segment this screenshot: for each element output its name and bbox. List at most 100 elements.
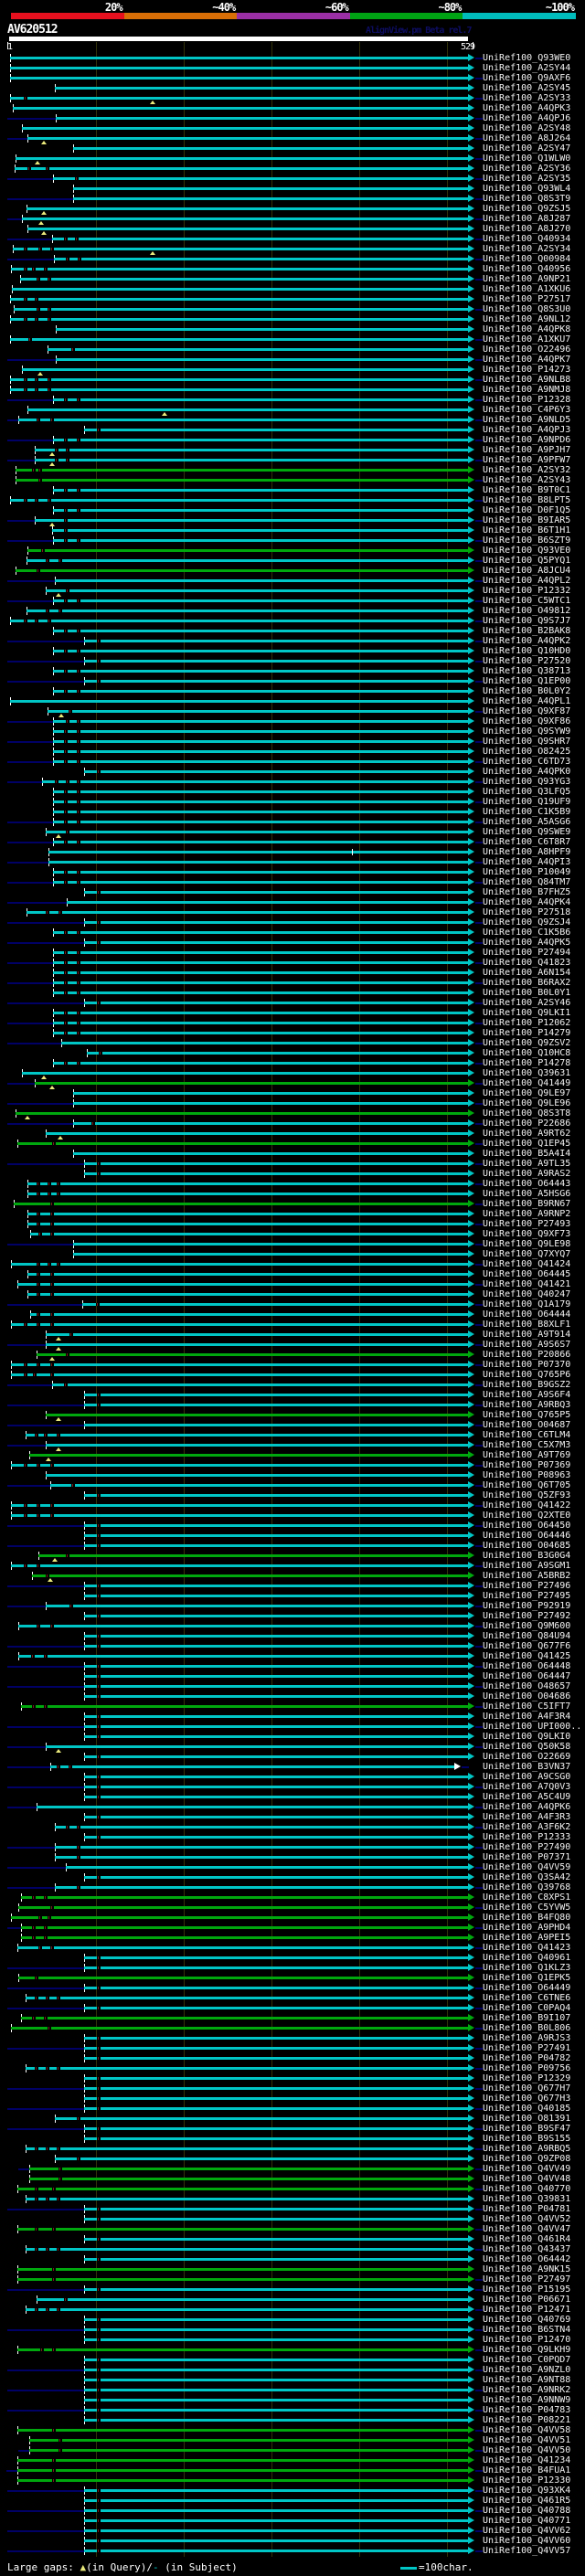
- alignment-bar[interactable]: [53, 811, 468, 813]
- hit-label[interactable]: UniRef100_A9RT62: [483, 1129, 571, 1139]
- alignment-row[interactable]: UniRef100_Q5PYQ1: [0, 556, 585, 566]
- hit-label[interactable]: UniRef100_Q4VV49: [483, 2164, 571, 2174]
- alignment-row[interactable]: UniRef100_A4QPL2: [0, 576, 585, 586]
- hit-label[interactable]: UniRef100_Q9SWE9: [483, 827, 571, 837]
- alignment-bar[interactable]: [84, 2539, 468, 2542]
- alignment-bar[interactable]: [73, 187, 468, 190]
- hit-label[interactable]: UniRef100_Q4VV50: [483, 2445, 571, 2455]
- hit-label[interactable]: UniRef100_P27493: [483, 1219, 571, 1229]
- hit-label[interactable]: UniRef100_A2SY33: [483, 93, 571, 103]
- alignment-row[interactable]: UniRef100_Q9LE98: [0, 1239, 585, 1249]
- alignment-row[interactable]: UniRef100_Q84TM7: [0, 877, 585, 887]
- alignment-bar[interactable]: [84, 2047, 468, 2050]
- alignment-bar[interactable]: [46, 1343, 468, 1346]
- alignment-bar[interactable]: [84, 2137, 468, 2140]
- alignment-row[interactable]: UniRef100_A9TL35: [0, 1159, 585, 1169]
- alignment-row[interactable]: UniRef100_Q39768: [0, 1882, 585, 1892]
- hit-label[interactable]: UniRef100_Q5PYQ1: [483, 556, 571, 566]
- alignment-row[interactable]: UniRef100_A7Q0V3: [0, 1782, 585, 1792]
- alignment-row[interactable]: UniRef100_A4QPK2: [0, 636, 585, 646]
- hit-label[interactable]: UniRef100_Q2XTE0: [483, 1511, 571, 1521]
- hit-label[interactable]: UniRef100_Q84U94: [483, 1631, 571, 1641]
- alignment-row[interactable]: UniRef100_A8JCU4: [0, 566, 585, 576]
- alignment-row[interactable]: UniRef100_A8J287: [0, 214, 585, 225]
- alignment-row[interactable]: UniRef100_Q677H7: [0, 2083, 585, 2094]
- alignment-bar[interactable]: [17, 1283, 468, 1286]
- alignment-row[interactable]: UniRef100_A6N154: [0, 968, 585, 978]
- alignment-row[interactable]: UniRef100_A3F6K2: [0, 1822, 585, 1832]
- alignment-bar[interactable]: [84, 2288, 468, 2291]
- hit-label[interactable]: UniRef100_O64444: [483, 1309, 571, 1320]
- alignment-bar[interactable]: [10, 67, 468, 69]
- alignment-row[interactable]: UniRef100_A8HPF9: [0, 847, 585, 857]
- alignment-bar[interactable]: [10, 388, 468, 391]
- hit-label[interactable]: UniRef100_Q9ZSV2: [483, 1038, 571, 1048]
- alignment-bar[interactable]: [84, 2499, 468, 2502]
- alignment-bar[interactable]: [73, 1122, 468, 1125]
- alignment-row[interactable]: UniRef100_A9PEI5: [0, 1933, 585, 1943]
- alignment-row[interactable]: UniRef100_B5A4I4: [0, 1149, 585, 1159]
- alignment-bar[interactable]: [22, 127, 468, 130]
- alignment-row[interactable]: UniRef100_A5BRB2: [0, 1571, 585, 1582]
- hit-label[interactable]: UniRef100_Q6T705: [483, 1480, 571, 1490]
- hit-label[interactable]: UniRef100_P22686: [483, 1118, 571, 1129]
- alignment-row[interactable]: UniRef100_O64445: [0, 1269, 585, 1279]
- alignment-bar[interactable]: [73, 1253, 468, 1256]
- alignment-row[interactable]: UniRef100_Q9XF86: [0, 716, 585, 726]
- hit-label[interactable]: UniRef100_P10049: [483, 867, 571, 877]
- alignment-row[interactable]: UniRef100_A9RJS3: [0, 2033, 585, 2043]
- alignment-bar[interactable]: [35, 459, 468, 461]
- alignment-row[interactable]: UniRef100_C6T8R7: [0, 837, 585, 847]
- hit-label[interactable]: UniRef100_A9NPD6: [483, 435, 571, 445]
- hit-label[interactable]: UniRef100_B3VN37: [483, 1762, 571, 1772]
- hit-label[interactable]: UniRef100_O64450: [483, 1521, 571, 1531]
- alignment-row[interactable]: UniRef100_C1K5B9: [0, 807, 585, 817]
- alignment-row[interactable]: UniRef100_A9PJH7: [0, 445, 585, 456]
- alignment-row[interactable]: UniRef100_O64442: [0, 2254, 585, 2264]
- alignment-row[interactable]: UniRef100_Q3LFQ5: [0, 787, 585, 797]
- alignment-row[interactable]: UniRef100_Q6T705: [0, 1480, 585, 1490]
- alignment-bar[interactable]: [35, 519, 468, 522]
- alignment-bar[interactable]: [11, 1916, 468, 1919]
- hit-label[interactable]: UniRef100_P20866: [483, 1350, 571, 1360]
- alignment-row[interactable]: UniRef100_Q93WE0: [0, 53, 585, 63]
- alignment-bar[interactable]: [84, 1394, 468, 1396]
- alignment-bar[interactable]: [21, 2017, 468, 2019]
- alignment-bar[interactable]: [84, 1404, 468, 1406]
- hit-label[interactable]: UniRef100_Q93WL4: [483, 184, 571, 194]
- alignment-bar[interactable]: [29, 2449, 468, 2452]
- alignment-bar[interactable]: [53, 951, 468, 954]
- alignment-row[interactable]: UniRef100_P12329: [0, 2073, 585, 2083]
- alignment-row[interactable]: UniRef100_P27520: [0, 656, 585, 666]
- alignment-row[interactable]: UniRef100_O81391: [0, 2114, 585, 2124]
- alignment-bar[interactable]: [84, 1494, 468, 1497]
- alignment-row[interactable]: UniRef100_D0F1Q5: [0, 505, 585, 515]
- alignment-bar[interactable]: [84, 1816, 468, 1818]
- alignment-bar[interactable]: [53, 1032, 468, 1034]
- alignment-bar[interactable]: [84, 1735, 468, 1738]
- alignment-bar[interactable]: [50, 1484, 468, 1487]
- alignment-row[interactable]: UniRef100_Q4VV57: [0, 2546, 585, 2556]
- alignment-bar[interactable]: [46, 1605, 468, 1607]
- alignment-row[interactable]: UniRef100_A5C4U9: [0, 1792, 585, 1802]
- alignment-row[interactable]: UniRef100_Q1KLZ3: [0, 1963, 585, 1973]
- alignment-bar[interactable]: [17, 2429, 468, 2432]
- alignment-row[interactable]: UniRef100_P20866: [0, 1350, 585, 1361]
- hit-label[interactable]: UniRef100_A9NLB8: [483, 375, 571, 385]
- hit-label[interactable]: UniRef100_A4QPK0: [483, 767, 571, 777]
- alignment-row[interactable]: UniRef100_Q765P5: [0, 1410, 585, 1421]
- alignment-row[interactable]: UniRef100_P27491: [0, 2043, 585, 2053]
- hit-label[interactable]: UniRef100_A9SGM1: [483, 1561, 571, 1571]
- alignment-row[interactable]: UniRef100_P12062: [0, 1018, 585, 1028]
- alignment-bar[interactable]: [73, 1243, 468, 1246]
- hit-label[interactable]: UniRef100_Q9S7J7: [483, 616, 571, 626]
- alignment-row[interactable]: UniRef100_C5YVW5: [0, 1903, 585, 1913]
- hit-label[interactable]: UniRef100_P12471: [483, 2305, 571, 2315]
- alignment-bar[interactable]: [84, 1675, 468, 1678]
- alignment-row[interactable]: UniRef100_A9S6F4: [0, 1390, 585, 1400]
- hit-label[interactable]: UniRef100_O81391: [483, 2114, 571, 2124]
- alignment-bar[interactable]: [55, 2117, 468, 2120]
- alignment-row[interactable]: UniRef100_Q39831: [0, 2194, 585, 2204]
- alignment-bar[interactable]: [27, 207, 468, 210]
- alignment-bar[interactable]: [48, 348, 468, 351]
